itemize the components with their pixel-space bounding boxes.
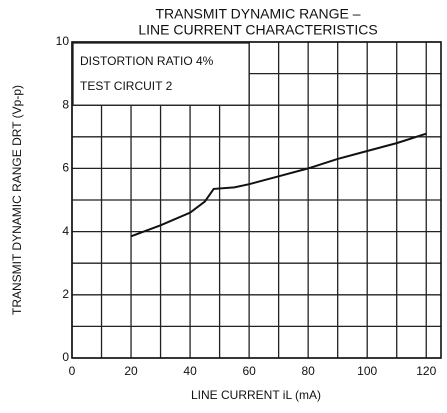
annotation: TEST CIRCUIT 2 [80,79,173,93]
x-tick-label: 120 [416,364,436,378]
chart-title: TRANSMIT DYNAMIC RANGE – [155,6,360,22]
annotation: DISTORTION RATIO 4% [80,54,214,68]
x-axis-label: LINE CURRENT iL (mA) [191,388,321,402]
annotation-box [72,42,250,106]
x-tick-label: 80 [301,364,315,378]
x-tick-label: 20 [124,364,138,378]
y-tick-label: 0 [62,350,69,364]
y-tick-label: 6 [62,161,69,175]
x-tick-label: 60 [242,364,256,378]
x-tick-label: 0 [69,364,76,378]
y-tick-label: 4 [62,224,69,238]
x-tick-label: 100 [357,364,377,378]
x-tick-label: 40 [183,364,197,378]
y-tick-label: 8 [62,97,69,111]
chart-title: LINE CURRENT CHARACTERISTICS [138,22,377,38]
y-tick-label: 2 [62,287,69,301]
y-axis-label: TRANSMIT DYNAMIC RANGE DRT (Vp-p) [10,85,24,315]
data-line [130,132,427,238]
plot-border [71,41,442,359]
y-tick-label: 10 [56,34,70,48]
